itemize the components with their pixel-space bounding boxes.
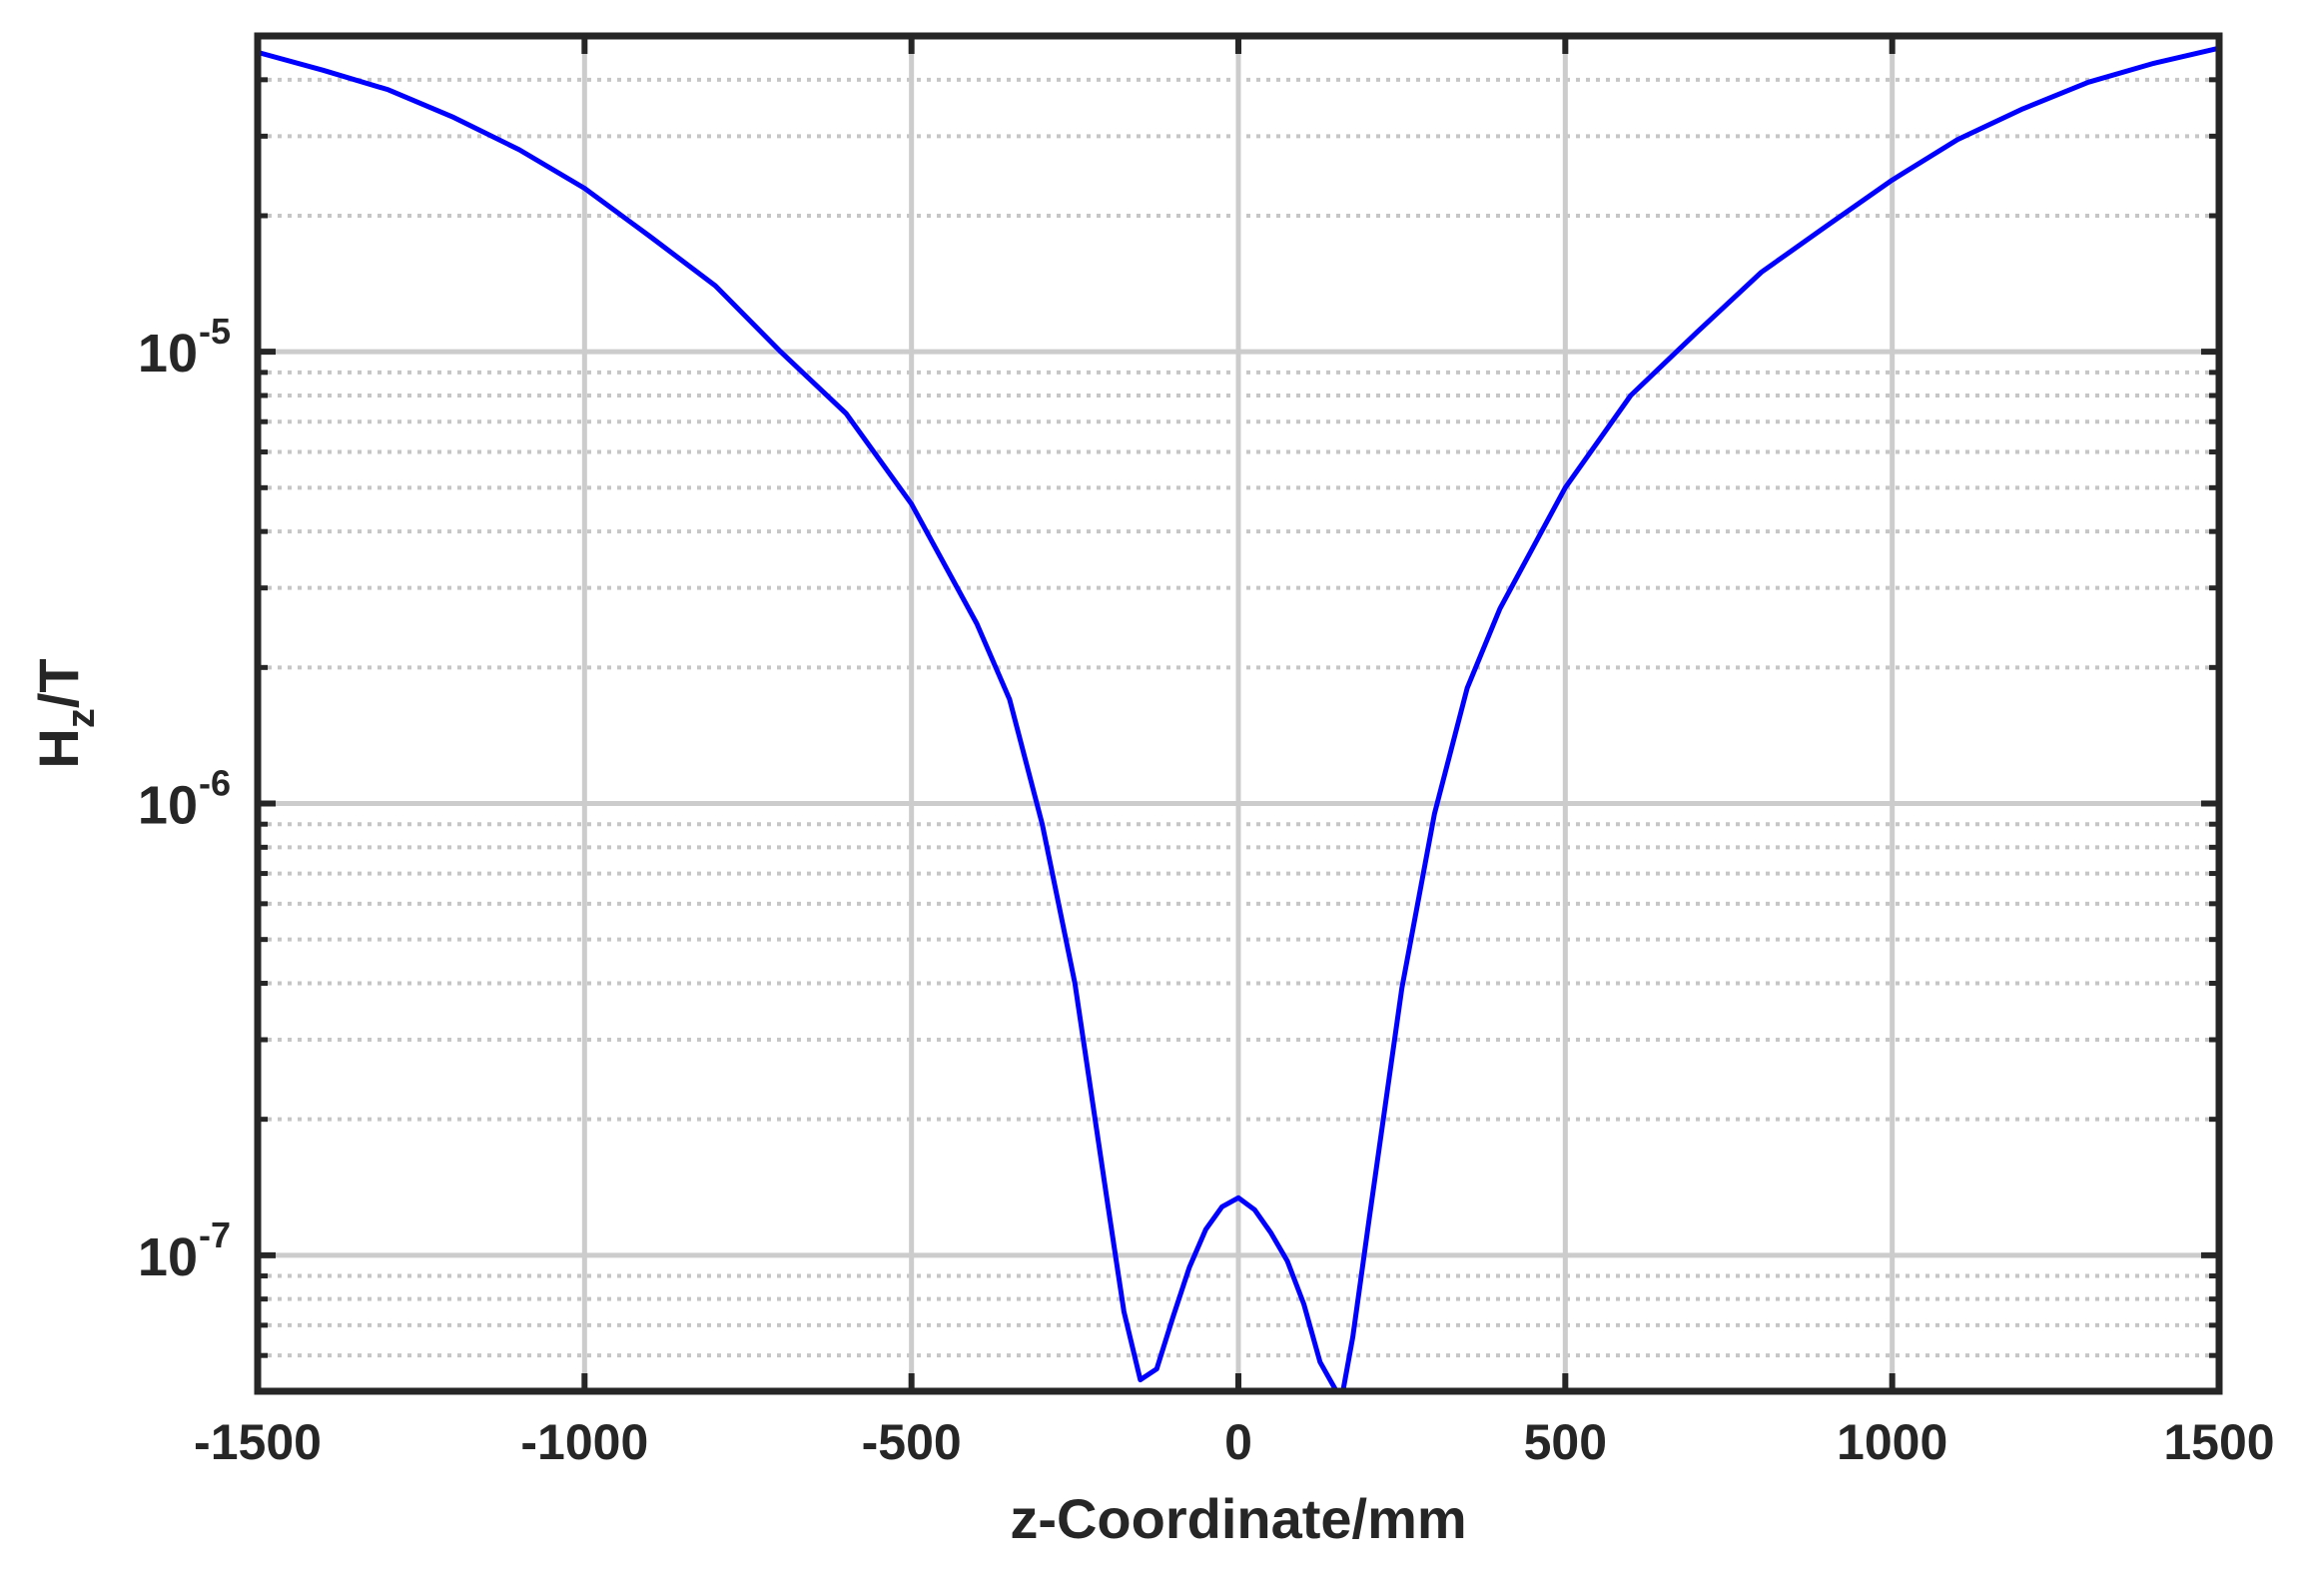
y-tick-label: 10 bbox=[138, 324, 198, 384]
x-axis-title: z-Coordinate/mm bbox=[1010, 1487, 1466, 1550]
y-tick-label: 10 bbox=[138, 776, 198, 836]
y-tick-label-exponent: -7 bbox=[199, 1214, 231, 1255]
x-tick-label: 0 bbox=[1224, 1414, 1252, 1470]
y-tick-label-exponent: -5 bbox=[199, 311, 231, 352]
x-tick-label: 1500 bbox=[2163, 1414, 2274, 1470]
x-tick-label: 500 bbox=[1524, 1414, 1607, 1470]
y-tick-label: 10 bbox=[138, 1227, 198, 1287]
x-tick-label: 1000 bbox=[1837, 1414, 1947, 1470]
x-tick-label: -1000 bbox=[520, 1414, 648, 1470]
y-tick-label-base: 10 bbox=[138, 324, 198, 384]
y-axis-title-suffix: /T bbox=[27, 658, 90, 708]
y-axis-title-base: H bbox=[27, 728, 90, 768]
y-axis-title-subscript: z bbox=[59, 708, 103, 728]
y-tick-label-base: 10 bbox=[138, 1227, 198, 1287]
x-tick-label: -1500 bbox=[194, 1414, 322, 1470]
y-tick-label-base: 10 bbox=[138, 776, 198, 836]
x-tick-label: -500 bbox=[862, 1414, 962, 1470]
y-tick-label-exponent: -6 bbox=[199, 763, 231, 804]
